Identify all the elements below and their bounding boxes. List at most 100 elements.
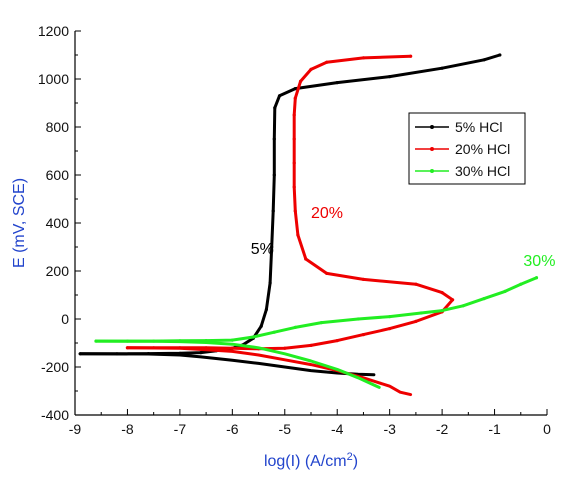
series-point	[292, 185, 296, 189]
series-point	[78, 352, 82, 356]
legend: 5% HCl 20% HCl 30% HCl	[408, 112, 526, 185]
x-tick-label: -4	[331, 421, 344, 437]
series-point	[534, 276, 539, 280]
series-point	[440, 66, 444, 70]
series-point	[264, 307, 269, 311]
series-point	[388, 315, 392, 319]
series-line-anodic-0	[78, 53, 502, 356]
x-tick-label: -1	[488, 421, 501, 437]
series-point	[230, 338, 234, 342]
series-point	[482, 58, 486, 62]
series-point	[293, 96, 297, 100]
series-point	[356, 317, 360, 321]
y-tick-label: -400	[41, 407, 69, 423]
series-point	[292, 137, 296, 141]
series-point	[268, 281, 272, 285]
series-point	[292, 113, 296, 117]
legend-label: 5% HCl	[455, 119, 502, 135]
series-point	[292, 161, 296, 165]
x-tick-label: -8	[121, 421, 134, 437]
series-point	[115, 352, 119, 356]
legend-marker	[430, 169, 434, 173]
series-point	[482, 297, 486, 301]
series-line-anodic-1	[125, 54, 455, 351]
series-line-cathodic-1	[125, 346, 413, 397]
series-point	[271, 209, 275, 213]
y-tick-label: 600	[46, 167, 70, 183]
annotations-layer: 5% 20% 30%	[251, 205, 556, 270]
series-point	[388, 327, 392, 331]
series-point	[273, 106, 277, 110]
series-point	[204, 339, 208, 343]
series-point	[272, 173, 276, 177]
series-point	[152, 346, 156, 350]
series-point	[293, 209, 297, 213]
series-point	[325, 60, 329, 64]
x-tick-label: -6	[226, 421, 239, 437]
series-point	[414, 282, 418, 286]
series-layer	[78, 53, 539, 397]
series-point	[230, 346, 234, 350]
series-point	[270, 245, 274, 249]
y-tick-label: 1000	[38, 71, 69, 87]
series-point	[146, 351, 151, 356]
series-point	[298, 79, 303, 83]
series-point	[388, 75, 392, 79]
series-point	[283, 346, 287, 350]
series-line-anodic-2	[94, 276, 538, 343]
x-tick-label: -7	[174, 421, 187, 437]
x-tick-label: -9	[69, 421, 82, 437]
series-point	[309, 67, 313, 71]
series-point	[498, 53, 502, 57]
series-point	[335, 81, 339, 85]
legend-marker	[430, 125, 434, 129]
series-point	[178, 339, 182, 343]
x-tick-label: -3	[383, 421, 396, 437]
series-point	[125, 339, 130, 343]
series-point	[319, 321, 324, 325]
series-point	[204, 346, 208, 350]
series-point	[414, 319, 418, 323]
series-point	[361, 333, 366, 337]
ticks-layer: -9 -8 -7 -6 -5 -4 -3 -2 -1 0 -400 -200 0 200 400 600 800…	[38, 23, 551, 437]
y-tick-label: -200	[41, 359, 69, 375]
series-point	[259, 324, 263, 328]
series-point	[361, 56, 366, 60]
legend-label: 30% HCl	[455, 163, 510, 179]
series-point	[325, 271, 329, 275]
curve-annotation: 5%	[251, 241, 274, 258]
series-point	[519, 282, 523, 286]
x-tick-label: 0	[543, 421, 551, 437]
y-tick-label: 200	[46, 263, 70, 279]
series-point	[361, 277, 366, 281]
y-tick-label: 1200	[38, 23, 69, 39]
series-point	[461, 304, 465, 308]
series-point	[440, 309, 444, 313]
series-point	[451, 298, 455, 302]
series-point	[503, 289, 507, 293]
curve-annotation: 20%	[311, 205, 343, 222]
series-point	[94, 339, 98, 343]
series-point	[199, 351, 203, 355]
series-point	[304, 257, 308, 261]
y-tick-label: 400	[46, 215, 70, 231]
series-point	[178, 346, 182, 350]
x-axis-title: log(I) (A/cm2)	[264, 451, 358, 470]
series-point	[152, 339, 156, 343]
series-point	[125, 346, 130, 350]
series-line-cathodic-0	[78, 352, 376, 377]
series-point	[293, 87, 297, 91]
x-tick-label: -2	[436, 421, 449, 437]
series-point	[251, 335, 255, 339]
series-point	[277, 94, 282, 98]
series-point	[419, 311, 423, 315]
series-point	[409, 54, 413, 58]
curve-annotation: 30%	[523, 253, 555, 270]
y-tick-label: 0	[61, 311, 69, 327]
series-point	[309, 343, 313, 347]
series-point	[272, 137, 276, 141]
series-point	[272, 330, 276, 334]
series-point	[293, 325, 297, 329]
legend-marker	[430, 147, 434, 151]
